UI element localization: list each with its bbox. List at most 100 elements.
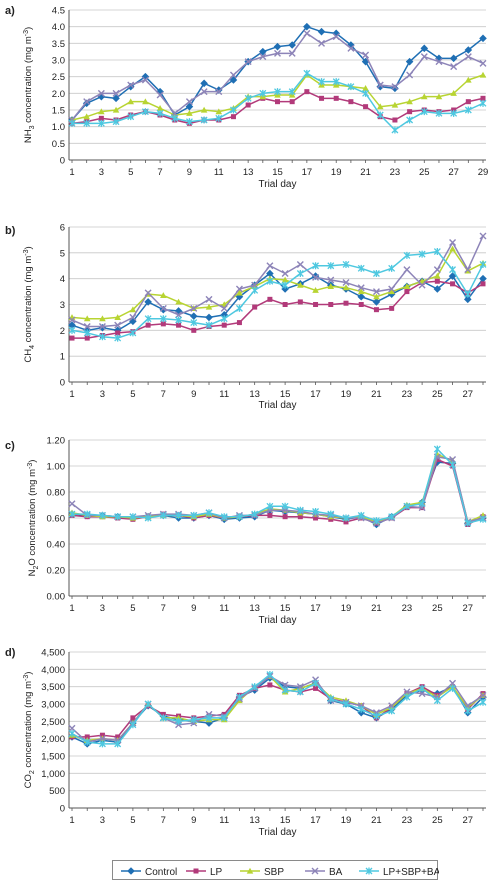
y-tick-label: 6 xyxy=(60,223,65,234)
y-axis-title-sub: 3 xyxy=(29,125,36,129)
data-point-control xyxy=(347,41,355,49)
data-point-lp xyxy=(98,115,104,121)
y-tick-label: 4.0 xyxy=(52,22,65,33)
data-point-control xyxy=(174,307,183,315)
data-point-control xyxy=(273,42,282,51)
data-point-ba xyxy=(357,284,365,292)
data-point-sbp xyxy=(156,105,164,111)
x-tick-label: 7 xyxy=(157,167,162,178)
series-line-lp-sbp-ba xyxy=(71,250,484,339)
y-axis-title-end: ) xyxy=(23,246,34,249)
data-point-lp-sbp-ba xyxy=(281,502,289,510)
data-point-sbp xyxy=(200,106,208,113)
data-point-lp-sbp-ba xyxy=(342,260,350,268)
y-tick-label: 0.80 xyxy=(47,488,66,499)
x-tick-label: 21 xyxy=(360,167,371,178)
data-point-lp-sbp-ba xyxy=(205,321,213,329)
data-point-lp-sbp-ba xyxy=(450,109,458,117)
x-tick-label: 21 xyxy=(371,603,382,614)
legend-label-lp-sbp-ba: LP+SBP+BA xyxy=(383,867,439,878)
data-point-lp xyxy=(465,99,471,105)
data-point-lp xyxy=(363,104,369,110)
data-point-sbp xyxy=(391,101,399,108)
data-point-lp-sbp-ba xyxy=(171,114,179,122)
y-axis-title-end: ) xyxy=(23,672,34,675)
x-tick-label: 17 xyxy=(310,389,321,400)
series-lp-sbp-ba xyxy=(68,445,487,527)
data-point-control xyxy=(405,57,414,66)
data-point-lp-sbp-ba xyxy=(68,510,76,518)
data-point-lp xyxy=(275,99,280,105)
series-line-control xyxy=(71,25,484,121)
data-point-ba xyxy=(406,71,414,79)
x-tick-label: 19 xyxy=(341,603,352,614)
data-point-sbp xyxy=(373,293,380,300)
data-point-lp-sbp-ba xyxy=(251,510,259,518)
data-point-control xyxy=(317,27,326,36)
data-point-lp-sbp-ba xyxy=(83,510,91,518)
data-point-sbp xyxy=(327,283,335,290)
data-point-sbp xyxy=(420,93,428,100)
y-tick-label: 3 xyxy=(60,300,65,311)
x-tick-label: 27 xyxy=(462,603,473,614)
data-point-ba xyxy=(372,288,380,296)
data-point-lp-sbp-ba xyxy=(127,113,135,121)
x-tick-label: 25 xyxy=(432,815,443,826)
data-point-ba xyxy=(171,109,179,117)
x-tick-label: 9 xyxy=(191,815,196,826)
data-point-ba xyxy=(244,58,252,66)
data-point-ba xyxy=(114,321,122,329)
data-point-lp-sbp-ba xyxy=(403,502,411,510)
data-point-lp-sbp-ba xyxy=(129,513,137,521)
legend-marker-lp-sbp-ba xyxy=(365,867,373,875)
data-point-lp xyxy=(313,685,319,691)
data-point-lp-sbp-ba xyxy=(259,89,267,97)
series-line-lp-sbp-ba xyxy=(71,673,484,745)
data-point-lp-sbp-ba xyxy=(420,108,428,116)
data-point-lp-sbp-ba xyxy=(464,707,472,715)
data-point-lp xyxy=(297,299,303,305)
data-point-lp-sbp-ba xyxy=(98,333,106,341)
data-point-ba xyxy=(259,53,267,61)
data-point-lp xyxy=(267,296,273,302)
x-tick-label: 1 xyxy=(69,603,74,614)
data-point-sbp xyxy=(114,314,121,321)
legend-label-lp: LP xyxy=(210,867,223,878)
x-tick-label: 3 xyxy=(100,815,105,826)
y-axis-title-main: NH xyxy=(23,129,34,143)
data-point-ba xyxy=(229,71,237,79)
data-point-lp-sbp-ba xyxy=(114,334,122,342)
x-tick-label: 13 xyxy=(249,603,260,614)
data-point-ba xyxy=(303,29,311,37)
data-point-lp-sbp-ba xyxy=(388,707,396,715)
series-lp-sbp-ba xyxy=(68,671,487,748)
data-point-ba xyxy=(159,304,167,312)
data-point-lp-sbp-ba xyxy=(114,740,122,748)
data-point-lp-sbp-ba xyxy=(433,445,441,453)
panel-label: a) xyxy=(5,5,15,17)
x-axis-title: Trial day xyxy=(259,179,297,190)
y-tick-label: 1 xyxy=(60,352,65,363)
data-point-lp-sbp-ba xyxy=(312,262,320,270)
series-lp-sbp-ba xyxy=(68,248,487,342)
data-point-control xyxy=(205,313,213,322)
data-point-lp-sbp-ba xyxy=(318,78,325,86)
data-point-lp xyxy=(407,109,413,115)
data-point-lp xyxy=(313,302,319,307)
legend-label-control: Control xyxy=(145,867,177,878)
data-point-lp-sbp-ba xyxy=(83,329,91,337)
data-point-sbp xyxy=(281,276,289,283)
data-point-lp-sbp-ba xyxy=(342,700,350,708)
nh3-chart: a)00.51.01.52.02.53.03.54.04.51 3 5 7 9 11 13 1… xyxy=(5,5,488,190)
data-point-lp-sbp-ba xyxy=(156,109,164,117)
data-point-ba xyxy=(83,98,91,106)
data-point-lp-sbp-ba xyxy=(235,513,243,521)
data-point-lp-sbp-ba xyxy=(83,119,91,127)
x-tick-label: 9 xyxy=(191,389,196,400)
series-line-sbp xyxy=(71,453,484,523)
series-sbp xyxy=(68,672,487,743)
data-point-lp-sbp-ba xyxy=(200,116,208,124)
data-point-sbp xyxy=(186,110,193,116)
legend-item-lp: LP xyxy=(186,867,223,878)
